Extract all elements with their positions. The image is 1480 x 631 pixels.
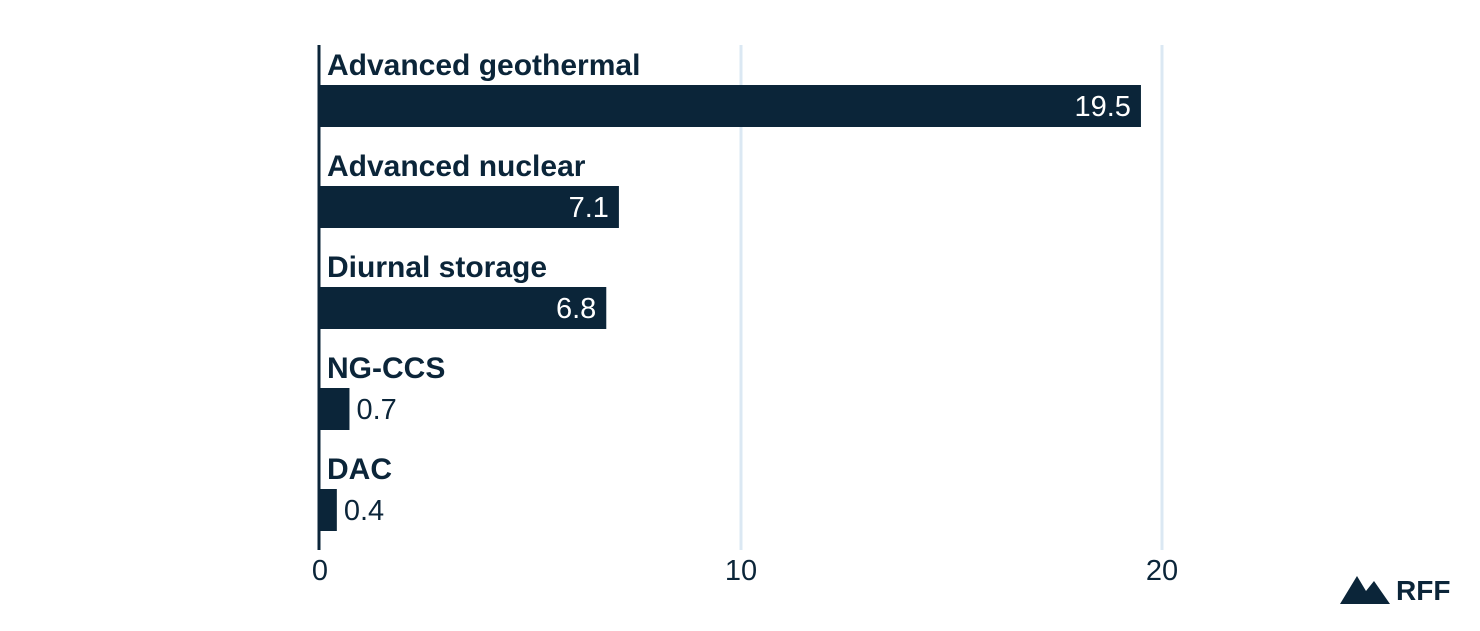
x-axis: 0 10 20 xyxy=(312,45,1178,587)
bar xyxy=(320,85,1141,127)
category-label: Advanced nuclear xyxy=(327,150,586,183)
logo-text: RFF xyxy=(1396,575,1450,606)
bar xyxy=(320,186,619,228)
value-label: 0.4 xyxy=(344,495,384,527)
bar xyxy=(320,287,607,329)
x-tick-label: 20 xyxy=(1146,555,1178,587)
category-label: Advanced geothermal xyxy=(327,49,640,82)
rff-logo: RFF xyxy=(1340,575,1450,606)
category-label: DAC xyxy=(327,453,392,486)
value-label: 7.1 xyxy=(569,192,609,224)
value-label: 6.8 xyxy=(556,293,596,325)
category-label: Diurnal storage xyxy=(327,251,547,284)
bars: Advanced geothermal 19.5 Advanced nuclear 7… xyxy=(320,49,1141,531)
bar xyxy=(320,388,350,430)
bar xyxy=(320,489,337,531)
value-label: 19.5 xyxy=(1074,91,1130,123)
x-tick-label: 10 xyxy=(725,555,757,587)
x-tick-label: 0 xyxy=(312,555,328,587)
value-label: 0.7 xyxy=(356,394,396,426)
gridlines xyxy=(739,45,1164,550)
category-label: NG-CCS xyxy=(327,352,445,385)
mountain-icon xyxy=(1340,576,1390,604)
